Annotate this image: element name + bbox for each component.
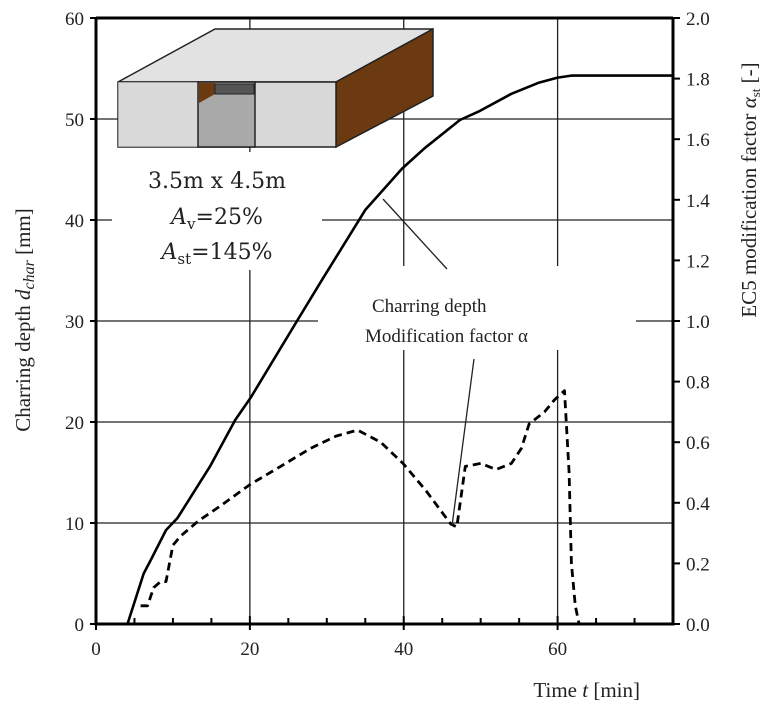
legend-charring-depth: Charring depth [372,296,487,317]
charring-depth-line [126,74,673,625]
inset-text-mask [112,152,322,270]
y2-tick-label: 1.4 [686,191,710,212]
inset-dimensions: 3.5m x 4.5m [148,169,286,194]
y-tick-label: 40 [65,211,84,232]
alpha-leader-line [451,358,475,527]
charring-leader-line [382,198,448,270]
y-tick-label: 30 [65,312,84,333]
y2-tick-label: 0.0 [686,615,710,636]
front-shade [118,82,198,147]
y2-tick-label: 1.8 [686,70,710,91]
x-tick-label: 20 [240,639,259,660]
inset-av: Av=25% [169,205,263,233]
y-tick-label: 60 [65,9,84,30]
modification-factor-line [140,389,581,625]
y2-axis-title: EC5 modification factor αst [-] [737,62,763,317]
y2-tick-label: 0.6 [686,433,710,454]
inset-ast: Ast=145% [160,240,273,268]
data-series [126,74,673,625]
label-masks [112,152,636,350]
x-tick-label: 60 [548,639,567,660]
opening-inner-timber [199,83,215,103]
opening-lintel [214,83,255,95]
y-axis-title: Charring depth dchar [mm] [11,208,38,432]
y-tick-label: 20 [65,413,84,434]
y2-tick-label: 1.0 [686,312,710,333]
legend-mask [318,266,636,350]
y2-tick-label: 0.2 [686,554,710,575]
ticks: 0 20 40 60 0 10 20 30 40 50 60 0.0 0.2 0.4 0.6 0.8 1.0 1.… [65,9,710,660]
x-tick-label: 0 [91,639,101,660]
y2-tick-label: 1.2 [686,251,710,272]
y-tick-label: 50 [65,110,84,131]
y-tick-label: 0 [75,615,85,636]
y-tick-label: 10 [65,514,84,535]
x-tick-label: 40 [394,639,413,660]
y2-tick-label: 2.0 [686,9,710,30]
compartment-inset [117,27,434,149]
y2-tick-label: 0.4 [686,494,710,515]
legend-modification-factor: Modification factor α [365,326,528,347]
x-axis-title: Time t [min] [533,678,640,702]
y2-tick-label: 0.8 [686,373,710,394]
y2-tick-label: 1.6 [686,130,710,151]
